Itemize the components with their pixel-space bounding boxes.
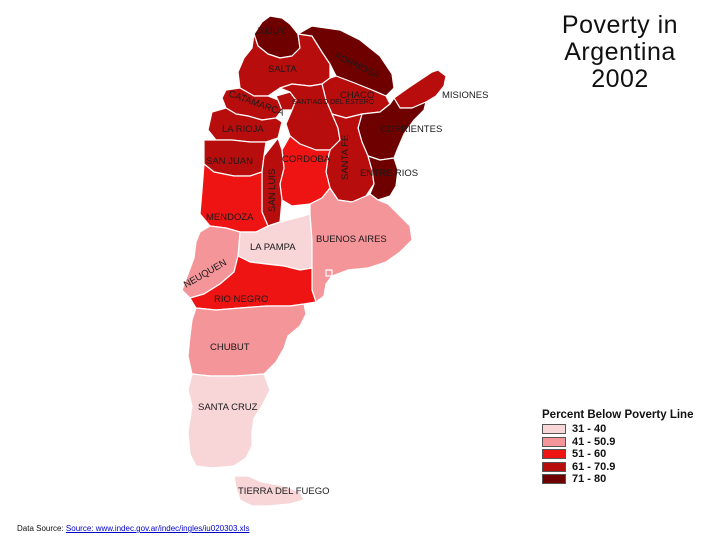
legend-swatch xyxy=(542,436,566,447)
province-entre-rios xyxy=(367,155,399,201)
label-misiones: MISIONES xyxy=(442,90,488,101)
data-source-link[interactable]: Source: www.indec.gov.ar/indec/ingles/iu… xyxy=(66,524,250,533)
legend-label: 31 - 40 xyxy=(572,423,607,436)
legend-label: 51 - 60 xyxy=(572,448,607,461)
legend-swatch xyxy=(542,474,566,485)
province-chubut xyxy=(187,303,307,377)
data-source-link-label: Source: xyxy=(65,524,96,533)
province-buenos-aires xyxy=(309,187,413,303)
data-source: Data Source: Source: www.indec.gov.ar/in… xyxy=(17,524,249,533)
label-jujuy: JUJUY xyxy=(256,26,286,37)
label-chaco: CHACO xyxy=(340,90,374,101)
label-buenos-aires: BUENOS AIRES xyxy=(316,234,387,245)
label-santa-cruz: SANTA CRUZ xyxy=(198,402,258,413)
map-title-line-1: Poverty in xyxy=(561,11,679,39)
label-la-rioja: LA RIOJA xyxy=(222,124,264,135)
label-salta: SALTA xyxy=(268,64,297,75)
legend-item: 31 - 40 xyxy=(542,423,717,436)
label-san-luis: SAN LUIS xyxy=(267,169,278,212)
islas-malvinas xyxy=(325,269,333,277)
label-corrientes: CORRIENTES xyxy=(380,124,442,135)
data-source-prefix: Data Source: xyxy=(17,524,66,533)
map-title-line-2: Argentina xyxy=(564,38,676,66)
legend-item: 61 - 70.9 xyxy=(542,461,717,474)
map-title: Poverty in Argentina 2002 xyxy=(535,12,705,93)
legend: Percent Below Poverty Line 31 - 40 41 - … xyxy=(542,409,717,486)
label-santa-fe: SANTA FE xyxy=(340,135,351,180)
legend-item: 41 - 50.9 xyxy=(542,436,717,449)
legend-swatch xyxy=(542,424,566,435)
legend-title: Percent Below Poverty Line xyxy=(542,409,694,421)
data-source-url: www.indec.gov.ar/indec/ingles/iu020303.x… xyxy=(95,524,250,533)
label-tierra-del-fuego: TIERRA DEL FUEGO xyxy=(238,486,330,497)
label-cordoba: CORDOBA xyxy=(282,154,331,165)
legend-label: 41 - 50.9 xyxy=(572,435,616,448)
label-chubut: CHUBUT xyxy=(210,342,250,353)
legend-label: 61 - 70.9 xyxy=(572,460,616,473)
label-entre-rios: ENTRE RIOS xyxy=(360,168,418,179)
province-misiones xyxy=(393,69,447,109)
legend-item: 51 - 60 xyxy=(542,448,717,461)
legend-item: 71 - 80 xyxy=(542,473,717,486)
label-la-pampa: LA PAMPA xyxy=(250,242,296,253)
label-santiago: SANTIAGO DEL ESTERO xyxy=(292,99,375,106)
legend-label: 71 - 80 xyxy=(572,473,607,486)
province-tierra-del-fuego xyxy=(233,475,305,507)
label-mendoza: MENDOZA xyxy=(206,212,254,223)
legend-swatch xyxy=(542,449,566,460)
label-rio-negro: RIO NEGRO xyxy=(214,294,268,305)
province-santa-cruz xyxy=(187,373,271,469)
legend-swatch xyxy=(542,461,566,472)
label-san-juan: SAN JUAN xyxy=(206,156,253,167)
map-title-line-3: 2002 xyxy=(591,65,649,93)
